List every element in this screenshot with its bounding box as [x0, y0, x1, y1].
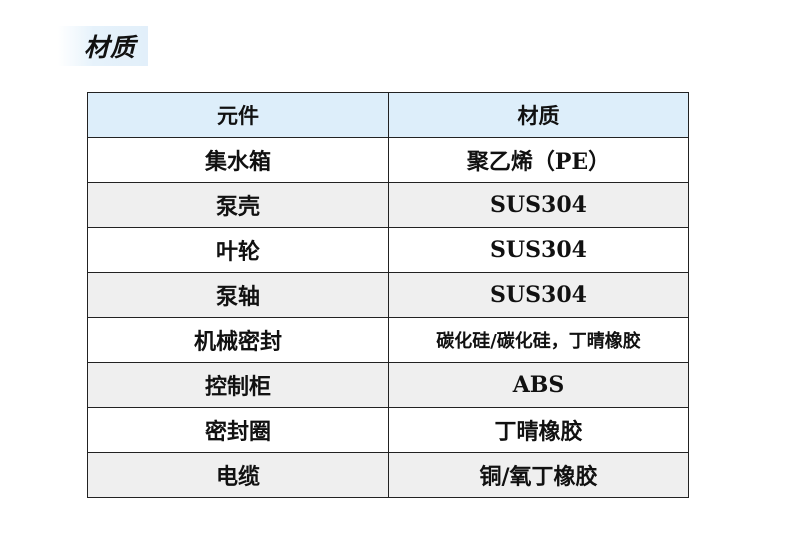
component-cell: 泵壳 [87, 182, 389, 228]
component-cell: 机械密封 [87, 317, 389, 363]
title-background [58, 26, 148, 66]
table-row: 控制柜 ABS [87, 362, 689, 408]
table-row: 集水箱 聚乙烯（PE） [87, 137, 689, 183]
section-title: 材质 [84, 33, 137, 62]
header-material: 材质 [388, 92, 689, 138]
component-cell: 泵轴 [87, 272, 389, 318]
table-row: 泵轴 SUS304 [87, 272, 689, 318]
header-component: 元件 [87, 92, 389, 138]
material-cell: SUS304 [388, 272, 689, 318]
material-cell: 聚乙烯（PE） [388, 137, 689, 183]
material-cell: SUS304 [388, 182, 689, 228]
component-cell: 集水箱 [87, 137, 389, 183]
material-cell: 铜/氧丁橡胶 [388, 452, 689, 498]
component-cell: 控制柜 [87, 362, 389, 408]
table-header-row: 元件 材质 [87, 92, 689, 138]
material-cell: 碳化硅/碳化硅，丁晴橡胶 [388, 317, 689, 363]
component-cell: 电缆 [87, 452, 389, 498]
table-row: 泵壳 SUS304 [87, 182, 689, 228]
materials-table: 元件 材质 集水箱 聚乙烯（PE） 泵壳 SUS304 叶轮 SUS304 泵轴 SUS… [87, 92, 689, 498]
table-row: 密封圈 丁晴橡胶 [87, 407, 689, 453]
table-row: 叶轮 SUS304 [87, 227, 689, 273]
table-row: 机械密封 碳化硅/碳化硅，丁晴橡胶 [87, 317, 689, 363]
material-cell: SUS304 [388, 227, 689, 273]
table-row: 电缆 铜/氧丁橡胶 [87, 452, 689, 498]
material-cell: ABS [388, 362, 689, 408]
component-cell: 叶轮 [87, 227, 389, 273]
material-cell: 丁晴橡胶 [388, 407, 689, 453]
component-cell: 密封圈 [87, 407, 389, 453]
